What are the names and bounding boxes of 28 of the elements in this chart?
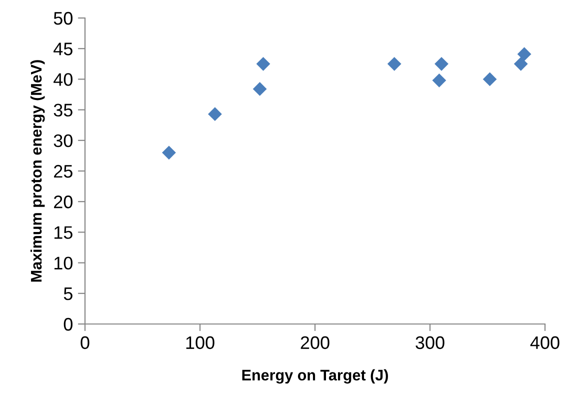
y-axis-title: Maximum proton energy (MeV): [30, 60, 45, 282]
y-tick-label: 15: [54, 226, 72, 239]
point: [517, 47, 532, 62]
y-tick-label: 30: [54, 134, 72, 148]
y-tick-label: 50: [54, 12, 72, 25]
point: [208, 107, 222, 122]
x-axis-title: Energy on Target (J): [242, 369, 388, 384]
y-tick-label: 5: [64, 288, 72, 300]
y-tick-label: 35: [54, 104, 72, 117]
y-tick-label: 45: [54, 42, 72, 56]
x-tick-label: 100: [186, 336, 214, 350]
point: [432, 73, 446, 88]
y-tick-label: 25: [54, 164, 72, 178]
point: [482, 72, 497, 86]
y-tick-label: 10: [54, 256, 72, 270]
point: [256, 56, 270, 71]
x-tick-label: 300: [416, 336, 444, 350]
x-tick-label: 200: [300, 336, 330, 350]
point: [252, 82, 267, 96]
point: [434, 56, 448, 71]
y-tick-label: 40: [54, 73, 72, 86]
point: [162, 146, 176, 160]
x-tick-label: 400: [530, 336, 560, 350]
point: [387, 56, 402, 71]
point: [514, 56, 528, 71]
x-tick-label: 0: [80, 336, 90, 350]
y-tick-label: 20: [54, 196, 72, 208]
y-tick-label: 0: [64, 318, 72, 331]
